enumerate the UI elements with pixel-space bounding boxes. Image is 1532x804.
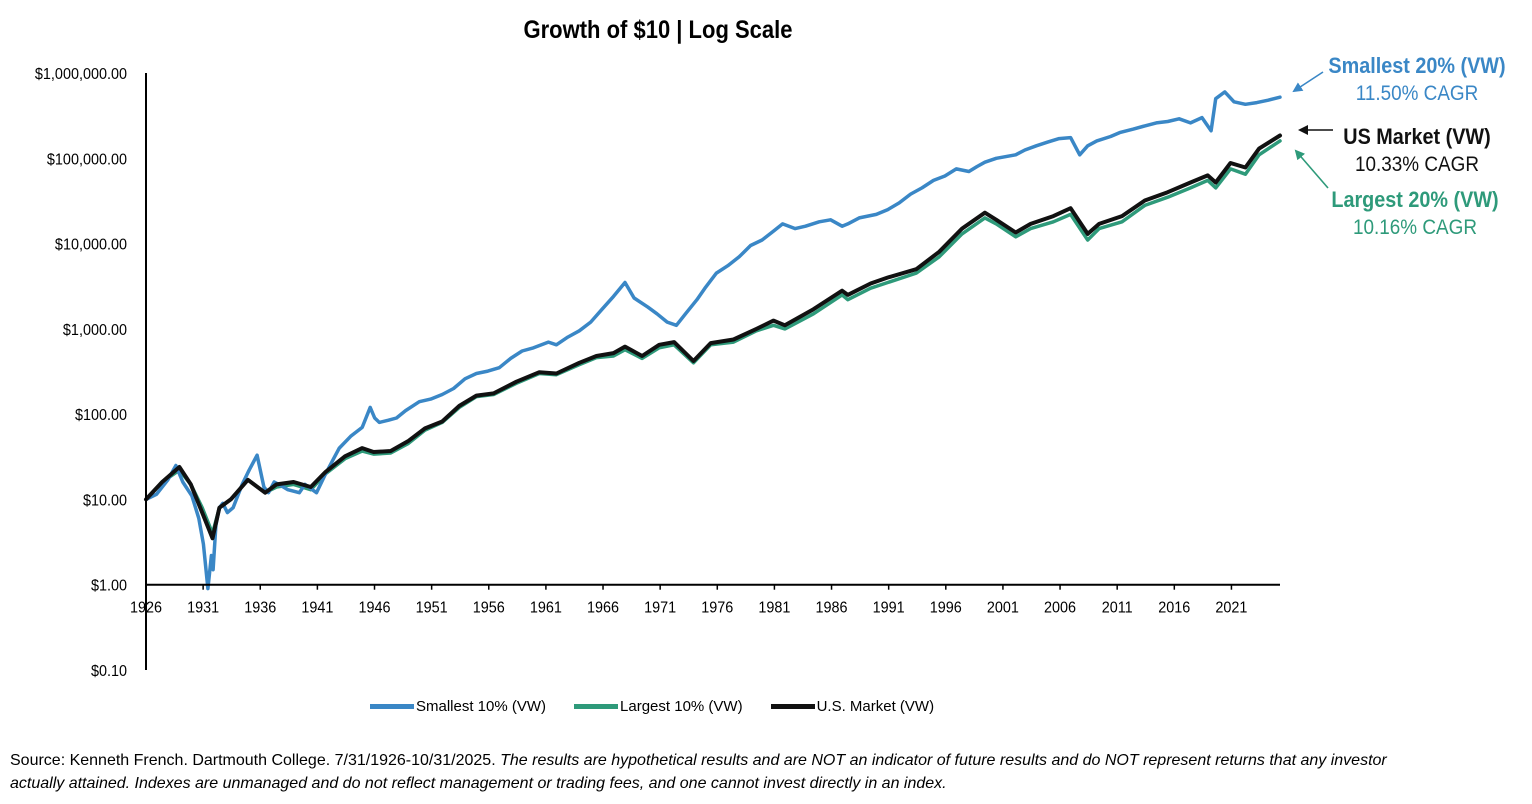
series-line-market (144, 133, 1282, 541)
legend-label-smallest: Smallest 10% (VW) (416, 698, 547, 715)
y-tick-label: $100.00 (75, 406, 127, 424)
legend-label-largest: Largest 10% (VW) (620, 698, 743, 715)
x-tick-label: 1951 (416, 599, 448, 617)
annotation-smallest-value: 11.50% CAGR (1355, 82, 1479, 105)
legend-item-largest: Largest 10% (VW) (574, 698, 743, 715)
x-tick-label: 1976 (701, 599, 733, 617)
x-tick-label: 1941 (301, 599, 333, 617)
source-plain: Source: Kenneth French. Dartmouth Colleg… (10, 752, 501, 769)
x-tick-label: 1956 (473, 599, 505, 617)
legend-label-market: U.S. Market (VW) (816, 698, 935, 715)
series-line-smallest (144, 90, 1282, 591)
x-tick-label: 1961 (530, 599, 562, 617)
axes-layer: $1,000,000.00 $100,000.00 $10,000.00 $1,000… (35, 65, 1280, 680)
y-tick-label: $1,000.00 (63, 321, 127, 339)
series-layer (144, 90, 1282, 591)
annotation-largest-label: Largest 20% (VW) (1331, 187, 1499, 212)
x-tick-label: 1931 (187, 599, 219, 617)
legend-item-smallest: Smallest 10% (VW) (370, 698, 546, 715)
legend-swatch-largest (574, 704, 619, 709)
chart-legend: Smallest 10% (VW) Largest 10% (VW) U.S. … (370, 698, 962, 715)
annotation-smallest-label: Smallest 20% (VW) (1328, 53, 1506, 78)
x-tick-label: 2011 (1102, 599, 1133, 617)
x-tick-label: 1981 (758, 599, 790, 617)
annotation-largest-value: 10.16% CAGR (1353, 216, 1477, 239)
y-tick-label: $100,000.00 (47, 151, 127, 169)
legend-swatch-smallest (370, 704, 414, 709)
annotation-market-label: US Market (VW) (1343, 124, 1491, 149)
annotation-largest: Largest 20% (VW) 10.16% CAGR (1321, 186, 1510, 242)
arrow-largest (1294, 149, 1329, 189)
arrow-smallest (1292, 71, 1324, 93)
y-tick-label: $0.10 (91, 662, 127, 680)
annotation-market: US Market (VW) 10.33% CAGR (1323, 123, 1512, 179)
x-tick-label: 1996 (930, 599, 962, 617)
x-tick-label: 1986 (816, 599, 848, 617)
x-tick-label: 1966 (587, 599, 619, 617)
x-tick-label: 2001 (987, 599, 1019, 617)
legend-swatch-market (770, 704, 815, 709)
annotation-market-value: 10.33% CAGR (1355, 153, 1479, 176)
y-tick-label: $1,000,000.00 (35, 65, 127, 83)
x-tick-label: 1971 (644, 599, 676, 617)
source-disclaimer: The results are hypothetical results and… (10, 752, 1387, 792)
annotation-smallest: Smallest 20% (VW) 11.50% CAGR (1323, 52, 1512, 108)
source-note: Source: Kenneth French. Dartmouth Colleg… (10, 749, 1390, 795)
x-tick-label: 2021 (1215, 599, 1247, 617)
x-tick-label: 1946 (358, 599, 390, 617)
series-line-largest (144, 139, 1282, 536)
x-tick-label: 1936 (244, 599, 276, 617)
chart-title: Growth of $10 | Log Scale (523, 16, 793, 44)
x-tick-label: 2006 (1044, 599, 1076, 617)
y-tick-label: $10,000.00 (55, 236, 127, 254)
x-tick-label: 2016 (1158, 599, 1190, 617)
x-tick-label: 1926 (130, 599, 162, 617)
y-tick-label: $10.00 (83, 492, 127, 510)
legend-item-market: U.S. Market (VW) (770, 698, 935, 715)
annotation-arrows (1292, 71, 1333, 189)
x-tick-label: 1991 (873, 599, 905, 617)
y-tick-label: $1.00 (91, 577, 127, 595)
